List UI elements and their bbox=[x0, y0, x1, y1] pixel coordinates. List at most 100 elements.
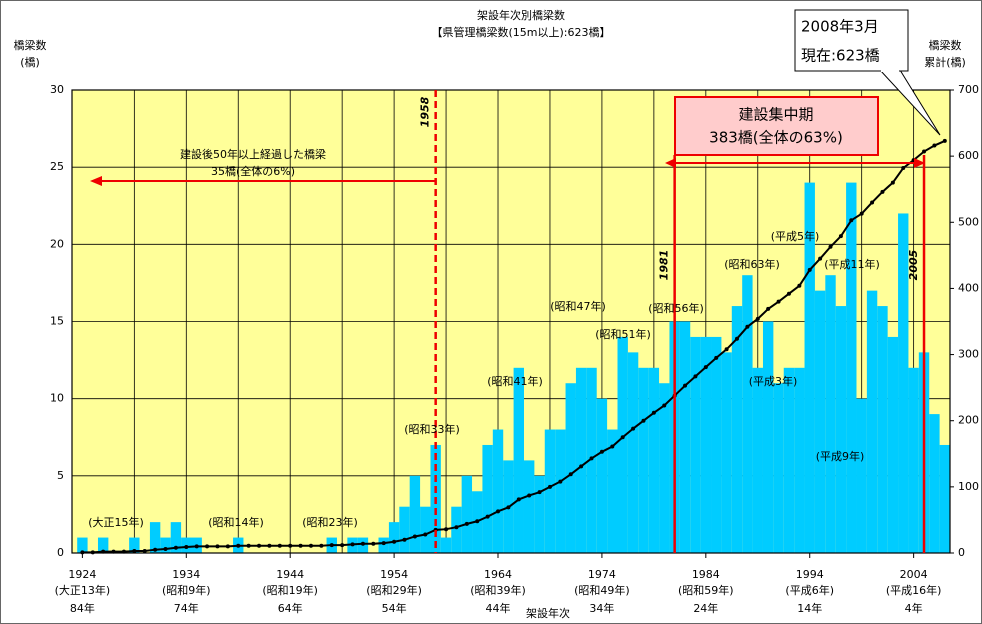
y-tick-label: 5 bbox=[57, 469, 64, 482]
line-marker bbox=[901, 166, 906, 171]
x-tick-era: (昭和9年) bbox=[162, 583, 211, 597]
bar bbox=[596, 398, 608, 553]
y2-tick-label: 400 bbox=[958, 281, 979, 294]
line-marker bbox=[184, 545, 189, 550]
line-marker bbox=[142, 549, 147, 554]
bar bbox=[97, 537, 109, 553]
line-marker bbox=[527, 493, 532, 498]
annotation: (昭和14年) bbox=[208, 515, 264, 529]
line-marker bbox=[464, 521, 469, 526]
line-marker bbox=[236, 543, 241, 548]
line-marker bbox=[922, 149, 927, 154]
line-marker bbox=[454, 525, 459, 530]
annotation: (昭和51年) bbox=[595, 327, 651, 341]
arrowhead bbox=[90, 176, 102, 186]
chart-title: 架設年次別橋梁数 bbox=[477, 8, 565, 22]
line-marker bbox=[392, 539, 397, 544]
bar bbox=[887, 336, 899, 553]
line-marker bbox=[288, 543, 293, 548]
bar bbox=[388, 522, 400, 553]
bar bbox=[711, 336, 722, 553]
bar bbox=[170, 522, 182, 553]
x-tick-era: (昭和59年) bbox=[678, 583, 734, 597]
x-tick-era: (昭和19年) bbox=[262, 583, 318, 597]
line-marker bbox=[724, 347, 729, 352]
line-marker bbox=[755, 316, 760, 321]
bar bbox=[565, 383, 576, 553]
y-tick-label: 0 bbox=[57, 546, 64, 559]
callout-text: 383橋(全体の63%) bbox=[709, 129, 843, 147]
line-marker bbox=[558, 479, 563, 484]
x-axis-label: 架設年次 bbox=[526, 606, 570, 620]
bar bbox=[607, 429, 618, 553]
bar bbox=[762, 321, 774, 553]
x-tick-era: (昭和29年) bbox=[366, 583, 422, 597]
x-tick-era: (平成6年) bbox=[785, 583, 834, 597]
line-marker bbox=[496, 509, 501, 514]
bar bbox=[679, 321, 691, 553]
line-marker bbox=[277, 543, 282, 548]
x-tick-age: 14年 bbox=[797, 601, 822, 615]
line-marker bbox=[381, 541, 386, 546]
line-marker bbox=[932, 143, 937, 148]
line-marker bbox=[547, 484, 552, 489]
y-tick-label: 10 bbox=[50, 392, 64, 405]
annotation: (大正15年) bbox=[88, 515, 144, 529]
line-marker bbox=[714, 355, 719, 360]
annotation: (昭和56年) bbox=[648, 301, 704, 315]
callout-text: 35橋(全体の6%) bbox=[211, 164, 295, 178]
line-marker bbox=[766, 306, 771, 311]
y-tick-label: 25 bbox=[50, 160, 64, 173]
bar bbox=[617, 336, 628, 553]
y2-tick-label: 700 bbox=[958, 83, 979, 96]
line-marker bbox=[797, 283, 802, 288]
callout-text: 現在:623橋 bbox=[801, 47, 880, 65]
bar bbox=[77, 537, 88, 553]
line-marker bbox=[579, 464, 584, 469]
plot bbox=[71, 89, 954, 558]
line-marker bbox=[537, 490, 542, 495]
bar bbox=[513, 367, 524, 553]
line-marker bbox=[298, 543, 303, 548]
line-marker bbox=[132, 549, 137, 554]
bar bbox=[627, 352, 639, 553]
annotation: (平成11年) bbox=[824, 257, 880, 271]
x-tick-era: (昭和39年) bbox=[470, 583, 526, 597]
x-tick-label: 1994 bbox=[796, 568, 824, 581]
line-marker bbox=[319, 543, 324, 548]
annotation: (昭和33年) bbox=[404, 422, 460, 436]
x-tick-era: (平成16年) bbox=[886, 583, 942, 597]
bar bbox=[773, 383, 784, 553]
line-marker bbox=[599, 449, 604, 454]
line-marker bbox=[828, 244, 833, 249]
callout-text: 2008年3月 bbox=[801, 18, 879, 36]
bar bbox=[523, 460, 535, 553]
line-marker bbox=[340, 543, 345, 548]
bar bbox=[856, 398, 867, 553]
line-marker bbox=[807, 267, 812, 272]
x-tick-age: 84年 bbox=[70, 601, 95, 615]
line-marker bbox=[693, 374, 698, 379]
x-tick-label: 1954 bbox=[380, 568, 408, 581]
y2-tick-label: 300 bbox=[958, 348, 979, 361]
bar bbox=[877, 306, 888, 553]
y2-tick-label: 100 bbox=[958, 480, 979, 493]
line-marker bbox=[818, 256, 823, 261]
line-marker bbox=[153, 547, 158, 552]
bar bbox=[700, 336, 712, 553]
y-tick-label: 15 bbox=[50, 315, 64, 328]
line-marker bbox=[776, 299, 781, 304]
line-marker bbox=[257, 543, 262, 548]
reference-label: 1958 bbox=[419, 96, 432, 127]
bar bbox=[544, 429, 556, 553]
reference-label: 2005 bbox=[907, 249, 920, 280]
bar bbox=[160, 537, 171, 553]
bar bbox=[638, 367, 649, 553]
bar bbox=[825, 275, 836, 553]
line-marker bbox=[506, 505, 511, 510]
line-marker bbox=[350, 542, 355, 547]
bar bbox=[399, 506, 410, 553]
x-tick-label: 1944 bbox=[276, 568, 304, 581]
x-tick-label: 1924 bbox=[68, 568, 96, 581]
y-tick-label: 20 bbox=[50, 237, 64, 250]
